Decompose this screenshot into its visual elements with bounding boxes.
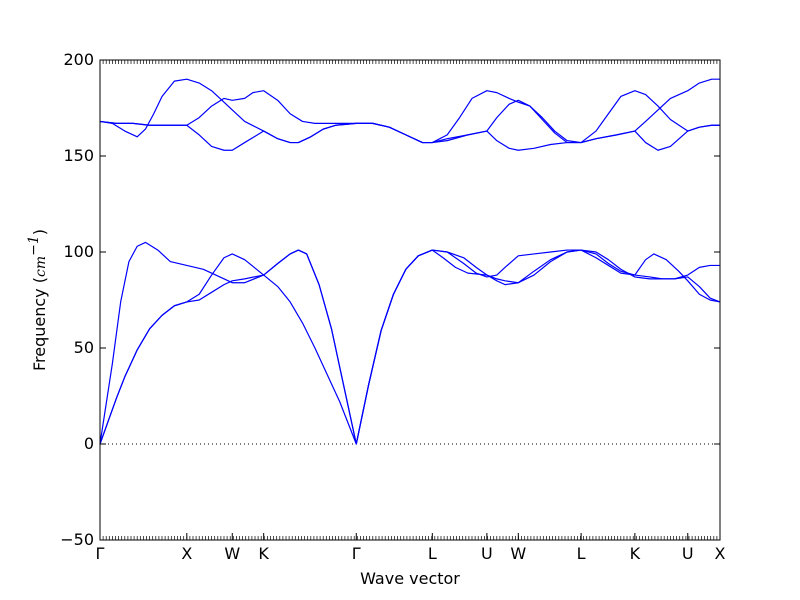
x-tick-label: W [224, 544, 240, 563]
phonon-branch-3 [99, 241, 721, 445]
x-tick-label: W [510, 544, 526, 563]
x-tick-label: X [181, 544, 192, 563]
x-tick-label: K [258, 544, 269, 563]
series-layer [99, 78, 721, 445]
y-tick-label: 200 [63, 50, 94, 69]
y-tick-label: 50 [74, 338, 94, 357]
x-tick-label: U [682, 544, 694, 563]
plot-background [100, 60, 720, 540]
x-tick-label: Γ [352, 544, 361, 563]
y-axis-label-text: Frequency ( [30, 277, 49, 371]
y-tick-label: 150 [63, 146, 94, 165]
y-tick-label: 0 [84, 434, 94, 453]
y-axis-unit-base: cm [33, 256, 49, 277]
x-axis-label: Wave vector [360, 569, 460, 588]
x-tick-label: L [577, 544, 586, 563]
y-axis-label-close: ) [30, 229, 49, 235]
y-axis-unit-exp: −1 [26, 235, 42, 256]
x-tick-label: K [630, 544, 641, 563]
y-axis-label: Frequency (cm−1) [26, 229, 49, 371]
x-tick-label: L [428, 544, 437, 563]
x-tick-label: Γ [96, 544, 105, 563]
x-tick-label: U [481, 544, 493, 563]
y-tick-label: −50 [60, 530, 94, 549]
x-tick-label: X [715, 544, 726, 563]
phonon-branch-6 [99, 120, 720, 151]
plot-area [100, 60, 720, 540]
y-tick-label: 100 [63, 242, 94, 261]
